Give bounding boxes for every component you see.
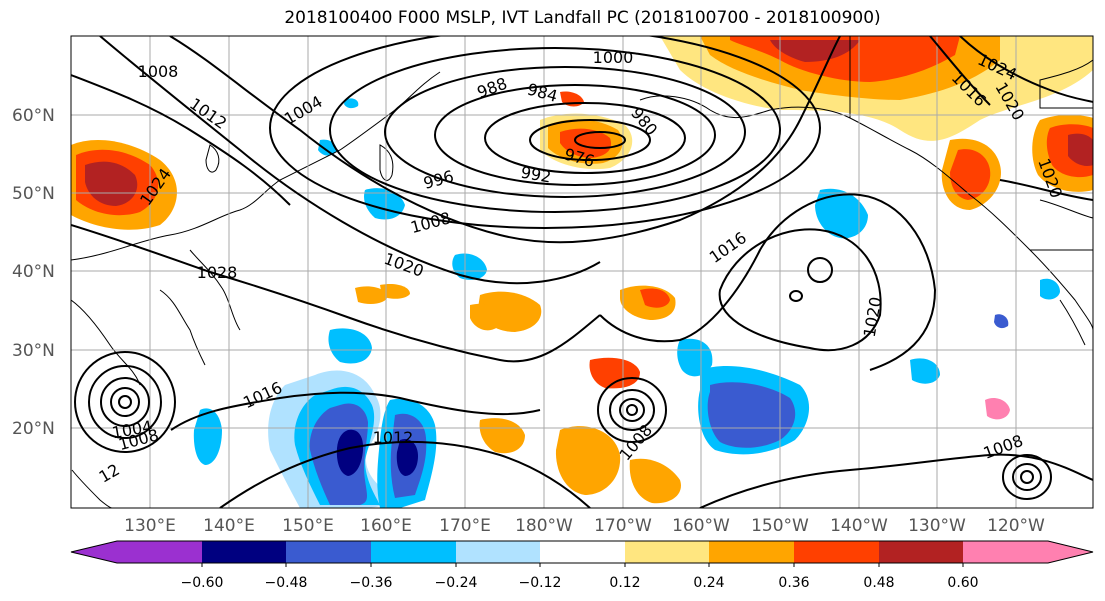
colorbar-tick-labels: −0.60 −0.48 −0.36 −0.24 −0.12 0.12 0.24 …: [181, 575, 979, 591]
colorbar-swatch: [202, 541, 286, 563]
isobar-label: 1000: [593, 48, 634, 67]
colorbar-extend-high: [1048, 541, 1093, 563]
colorbar-swatch: [625, 541, 709, 563]
colorbar-tick-label: 0.12: [609, 575, 640, 591]
map-frame: [70, 35, 1094, 509]
colorbar-swatch: [794, 541, 879, 563]
colorbar-tick-label: 0.36: [778, 575, 809, 591]
gridlines: [71, 36, 1093, 508]
latitude-labels: 60°N 50°N 40°N 30°N 20°N: [12, 106, 55, 439]
lon-label-180w: 180°W: [515, 516, 573, 536]
isobar-label: 1028: [197, 263, 238, 282]
colorbar-swatch: [879, 541, 963, 563]
lat-label-20n: 20°N: [12, 419, 55, 439]
colorbar-tick-label: 0.24: [693, 575, 724, 591]
colorbar: [70, 540, 1094, 567]
lon-label-140w: 140°W: [830, 516, 888, 536]
map-plot-area: [71, 36, 1093, 508]
lat-label-30n: 30°N: [12, 341, 55, 361]
lon-label-130e: 130°E: [124, 516, 176, 536]
lon-label-130w: 130°W: [908, 516, 966, 536]
colorbar-tick-label: −0.36: [350, 575, 393, 591]
lon-label-150w: 150°W: [751, 516, 809, 536]
lon-label-160w: 160°W: [672, 516, 730, 536]
ivt-positive-shading: [71, 36, 1093, 504]
colorbar-tick-label: −0.60: [181, 575, 224, 591]
colorbar-extend-low: [71, 541, 117, 563]
colorbar-swatch: [709, 541, 794, 563]
lon-label-160e: 160°E: [360, 516, 412, 536]
colorbar-tick-label: −0.12: [519, 575, 562, 591]
map-title: 2018100400 F000 MSLP, IVT Landfall PC (2…: [284, 8, 881, 28]
colorbar-tick-label: 0.48: [863, 575, 894, 591]
lat-label-50n: 50°N: [12, 184, 55, 204]
colorbar-swatch: [963, 541, 1048, 563]
lat-label-40n: 40°N: [12, 262, 55, 282]
colorbar-swatch: [117, 541, 202, 563]
colorbar-tick-label: −0.24: [435, 575, 478, 591]
lon-label-140e: 140°E: [203, 516, 255, 536]
colorbar-swatch: [456, 541, 540, 563]
colorbar-outline: [70, 540, 1094, 564]
isobar-label: 1012: [373, 428, 414, 447]
mslp-isobars: [71, 36, 1093, 508]
colorbar-swatch: [371, 541, 456, 563]
longitude-labels: 130°E 140°E 150°E 160°E 170°E 180°W 170°…: [124, 516, 1045, 536]
colorbar-tick-label: 0.60: [947, 575, 978, 591]
isobar-label: 1008: [138, 62, 179, 81]
lon-label-170w: 170°W: [594, 516, 652, 536]
colorbar-swatch: [540, 541, 625, 563]
lon-label-170e: 170°E: [439, 516, 491, 536]
lon-label-120w: 120°W: [987, 516, 1045, 536]
lon-label-150e: 150°E: [282, 516, 334, 536]
colorbar-swatch: [286, 541, 371, 563]
colorbar-tick-label: −0.48: [265, 575, 308, 591]
lat-label-60n: 60°N: [12, 106, 55, 126]
